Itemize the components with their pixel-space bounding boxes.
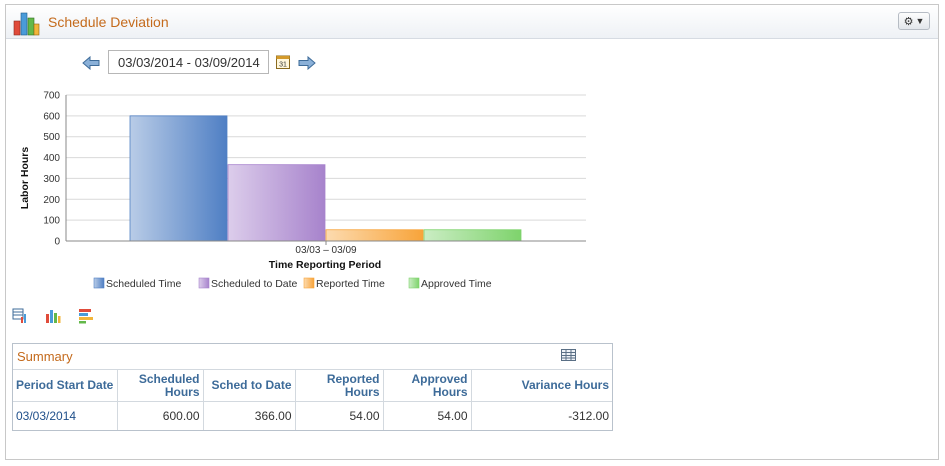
calendar-icon[interactable]: 31 <box>276 54 290 69</box>
y-tick-label: 600 <box>43 111 60 122</box>
period-start-link[interactable]: 03/03/2014 <box>13 401 118 430</box>
y-tick-label: 100 <box>43 216 60 227</box>
bar-scheduled-time[interactable] <box>129 115 228 242</box>
pagelet-header: Schedule Deviation ⚙ ▼ <box>6 5 938 39</box>
svg-text:31: 31 <box>279 62 287 69</box>
legend-label-reported-time: Reported Time <box>316 278 385 290</box>
next-period-arrow-icon[interactable] <box>298 56 316 70</box>
grid-personalize-icon[interactable] <box>561 349 576 361</box>
y-tick-label: 400 <box>43 153 60 164</box>
y-tick-label: 300 <box>43 174 60 185</box>
bar-chart-view-icon[interactable] <box>45 308 61 324</box>
approved-hours-cell: 54.00 <box>383 401 472 430</box>
bar-reported-time[interactable] <box>325 229 424 242</box>
table-view-icon[interactable] <box>12 308 28 324</box>
gear-icon: ⚙ <box>903 15 914 28</box>
legend-swatch-approved-time <box>408 277 420 289</box>
chevron-down-icon: ▼ <box>915 16 925 26</box>
sched-to-date-cell: 366.00 <box>203 401 296 430</box>
column-header-reported-hours[interactable]: Reported Hours <box>295 369 384 402</box>
summary-title: Summary <box>17 349 73 364</box>
column-header-approved-hours[interactable]: Approved Hours <box>383 369 472 402</box>
legend-label-scheduled-time: Scheduled Time <box>106 278 181 290</box>
previous-period-arrow-icon[interactable] <box>82 56 100 70</box>
horizontal-bar-chart-view-icon[interactable] <box>78 308 94 324</box>
variance-hours-cell: -312.00 <box>568 408 609 423</box>
pagelet-title: Schedule Deviation <box>48 14 169 30</box>
y-tick-label: 700 <box>43 91 60 102</box>
bar-approved-time[interactable] <box>423 229 522 242</box>
bar-chart-icon <box>13 12 40 36</box>
legend-label-approved-time: Approved Time <box>421 278 492 290</box>
column-header-sched-to-date[interactable]: Sched to Date <box>203 369 296 402</box>
scheduled-hours-cell: 600.00 <box>117 401 204 430</box>
column-header-period-start-date[interactable]: Period Start Date <box>13 369 118 402</box>
legend-swatch-reported-time <box>303 277 315 289</box>
y-tick-label: 500 <box>43 132 60 143</box>
table-row: 03/03/2014 600.00 366.00 54.00 54.00 -31… <box>13 401 612 430</box>
summary-grid: Summary Period Start Date Scheduled Hour… <box>12 343 613 431</box>
summary-table: Period Start Date Scheduled Hours Sched … <box>13 369 612 430</box>
y-tick-label: 0 <box>54 237 60 248</box>
column-header-variance-hours[interactable]: Variance Hours <box>471 369 612 402</box>
x-tick-label: 03/03 – 03/09 <box>295 245 357 256</box>
legend-label-scheduled-to-date: Scheduled to Date <box>211 278 298 290</box>
pagelet-settings-button[interactable]: ⚙ ▼ <box>898 12 930 30</box>
schedule-deviation-pagelet: Schedule Deviation ⚙ ▼ 03/03/2014 - 03/0… <box>5 4 939 460</box>
date-range-field[interactable]: 03/03/2014 - 03/09/2014 <box>108 50 269 74</box>
legend-swatch-scheduled-time <box>93 277 105 289</box>
schedule-deviation-chart: 0 100 200 300 400 500 600 700 03/03 – 03/09 Time … <box>19 91 586 290</box>
y-axis-title: Labor Hours <box>19 147 31 210</box>
legend-swatch-scheduled-to-date <box>198 277 210 289</box>
y-tick-label: 200 <box>43 195 60 206</box>
x-axis-title: Time Reporting Period <box>269 259 381 271</box>
bar-scheduled-to-date[interactable] <box>227 164 326 242</box>
column-header-scheduled-hours[interactable]: Scheduled Hours <box>117 369 204 402</box>
reported-hours-cell: 54.00 <box>295 401 384 430</box>
